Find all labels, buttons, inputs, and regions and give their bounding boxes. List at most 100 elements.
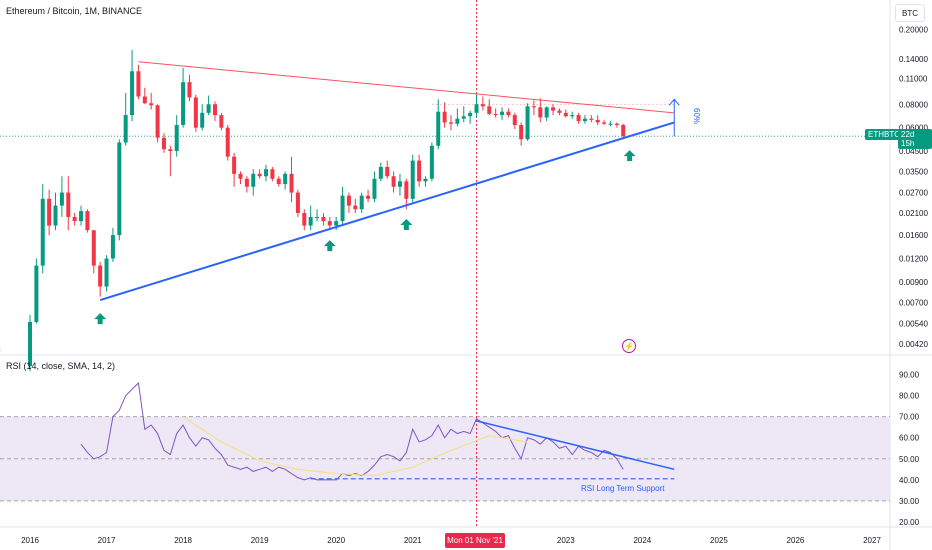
price-tick-label: 0.00540 [899,319,928,328]
price-tick-label: 0.08000 [899,100,928,109]
time-tick-label: 2016 [21,536,39,545]
time-tick-label: 2027 [863,536,881,545]
candle-body [334,221,339,226]
time-tick-label: 2021 [404,536,422,545]
candle-body [40,198,45,266]
candle-body [295,192,300,214]
time-tick-label: 2020 [327,536,345,545]
rsi-tick-label: 50.00 [899,455,920,464]
candle-body [308,216,313,226]
time-tick-label: 2018 [174,536,192,545]
candle-body [219,115,224,128]
symbol-tag: ETHBTC [865,129,903,140]
up-arrow-icon [400,219,413,231]
rsi-tick-label: 90.00 [899,371,920,380]
candle-body [346,195,351,206]
candle-body [474,104,479,113]
candle-body [493,113,498,116]
candle-body [232,156,237,174]
candle-body [506,111,511,116]
candle-body [614,123,619,125]
candle-body [544,107,549,118]
candle-body [525,106,530,140]
candle-body [461,116,466,119]
candle-body [557,110,562,113]
time-tick-label: 2024 [633,536,651,545]
candle-body [410,160,415,199]
candle-body [359,195,364,210]
candle-body [442,111,447,123]
candle-body [276,178,281,185]
price-tick-label: 0.20000 [899,26,928,35]
price-tick-label: 0.02100 [899,209,928,218]
time-tick-label: 2025 [710,536,728,545]
price-tick-label: 0.01600 [899,231,928,240]
candle-body [59,192,64,206]
candle-body [251,173,256,187]
candle-body [595,119,600,123]
candle-body [480,104,485,107]
up-arrow-icon [94,313,107,325]
candle-body [512,115,517,125]
candle-body [104,258,109,287]
up-arrow-icon [323,240,336,252]
rsi-support-label: RSI Long Term Support [581,484,665,493]
candle-body [589,118,594,120]
candle-body [563,112,568,117]
candle-body [98,265,103,287]
rsi-tick-label: 40.00 [899,476,920,485]
candle-body [404,181,409,199]
price-tick-label: 0.01200 [899,255,928,264]
candle-body [174,124,179,152]
candle-body [321,216,326,222]
candle-body [155,105,160,138]
candle-body [327,221,332,226]
rsi-tick-label: 80.00 [899,392,920,401]
candle-body [91,230,96,266]
candle-body [538,107,543,118]
candle-body [257,173,262,177]
candle-body [602,122,607,124]
candle-body [110,235,115,259]
candle-body [366,195,371,199]
countdown-tag: 22d 15h [898,129,932,149]
price-tick-label: 0.14000 [899,55,928,64]
candle-body [28,321,32,366]
candle-body [449,122,453,124]
rsi-tick-label: 20.00 [899,518,920,527]
candle-body [187,82,192,98]
candle-body [289,173,294,193]
currency-button[interactable]: BTC [895,4,925,22]
candle-body [576,115,581,122]
candle-body [206,104,211,113]
price-tick-label: 0.03500 [899,167,928,176]
candle-body [391,176,396,187]
candle-body [225,127,230,157]
rsi-resistance-trendline [476,420,675,471]
candle-body [270,169,275,179]
candle-body [136,71,141,97]
candle-body [34,265,39,322]
candle-body [378,166,383,179]
candle-body [193,97,198,128]
candle-body [621,124,626,137]
candle-body [372,178,377,199]
candle-body [487,106,492,114]
rsi-tick-label: 70.00 [899,413,920,422]
rsi-tick-label: 30.00 [899,497,920,506]
candle-body [142,96,147,104]
resistance-trendline [138,61,675,114]
rsi-tick-label: 60.00 [899,434,920,443]
candle-body [117,142,122,236]
percent-label: 60% [692,108,701,125]
candle-body [315,216,320,218]
flash-icon[interactable]: ⚡ [622,339,636,353]
measure-arrowhead [668,98,680,106]
candle-body [519,124,524,140]
candle-body [385,166,390,177]
crosshair-date-label: Mon 01 Nov '21 [445,533,505,548]
price-tick-label: 0.06000 [899,124,928,133]
candle-body [47,198,52,226]
candle-body [212,104,217,116]
